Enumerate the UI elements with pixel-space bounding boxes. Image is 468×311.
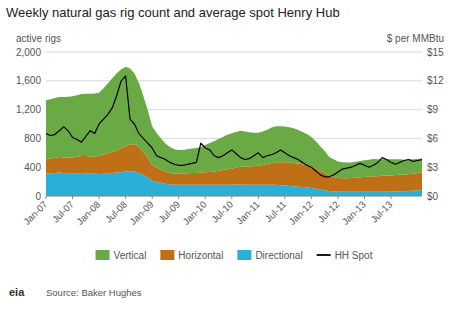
legend-label: Horizontal	[178, 250, 223, 261]
legend-swatch	[96, 250, 110, 260]
grid	[46, 52, 422, 196]
x-tick-label: Jan-09	[127, 199, 155, 227]
x-tick	[231, 196, 232, 199]
x-tick	[72, 196, 73, 199]
area	[46, 67, 422, 179]
legend-item: Directional	[237, 250, 302, 261]
x-tick	[46, 196, 47, 199]
grid-line	[46, 80, 422, 81]
x-tick-label: Jul-13	[368, 199, 394, 225]
grid-line	[46, 196, 422, 197]
y-axis-label: active rigs	[16, 33, 61, 44]
y2-tick-label: $9	[427, 104, 439, 115]
x-tick-label: Jul-08	[103, 199, 129, 225]
legend-item: Vertical	[96, 250, 147, 261]
x-tick	[391, 196, 392, 199]
x-tick-label: Jan-08	[74, 199, 102, 227]
x-tick-label: Jan-11	[234, 199, 262, 227]
x-tick-label: Jul-09	[156, 199, 182, 225]
y2-axis-label: $ per MMBtu	[387, 33, 444, 44]
x-tick-label: Jan-12	[286, 199, 314, 227]
x-tick	[337, 196, 338, 199]
y2-tick-label: $15	[427, 47, 444, 58]
legend-swatch	[160, 250, 174, 260]
x-tick-label: Jul-12	[315, 199, 341, 225]
x-tick	[205, 196, 206, 199]
x-tick-label: Jul-11	[263, 199, 289, 225]
x-tick-label: Jan-10	[180, 199, 208, 227]
x-tick	[99, 196, 100, 199]
legend-item: HH Spot	[317, 250, 373, 261]
x-tick	[258, 196, 259, 199]
legend-label: Vertical	[114, 250, 147, 261]
x-tick-label: Jan-13	[340, 199, 368, 227]
x-tick	[178, 196, 179, 199]
legend-label: HH Spot	[335, 250, 373, 261]
grid-line	[46, 52, 422, 53]
line	[46, 76, 422, 177]
legend-swatch	[237, 250, 251, 260]
legend: Vertical Horizontal Directional HH Spot	[96, 250, 373, 261]
x-tick	[364, 196, 365, 199]
x-tick	[311, 196, 312, 199]
x-tick-label: Jul-07	[50, 199, 76, 225]
y-tick-label: 2,000	[16, 47, 41, 58]
y-tick-label: 800	[24, 133, 41, 144]
x-tick	[152, 196, 153, 199]
y2-tick-label: $12	[427, 75, 444, 86]
y2-tick-label: $3	[427, 162, 439, 173]
y-tick-label: 1,200	[16, 104, 41, 115]
x-tick-label: Jan-07	[21, 199, 49, 227]
y-tick-label: 1,600	[16, 75, 41, 86]
title: Weekly natural gas rig count and average…	[6, 5, 340, 20]
x-tick-label: Jul-10	[209, 199, 235, 225]
y-tick-label: 400	[24, 162, 41, 173]
source: Source: Baker Hughes	[46, 287, 142, 298]
x-tick	[125, 196, 126, 199]
y2-tick-label: $6	[427, 133, 439, 144]
annotation: eia	[9, 286, 25, 298]
background	[0, 0, 468, 311]
legend-label: Directional	[255, 250, 302, 261]
x-tick	[284, 196, 285, 199]
legend-swatch	[317, 254, 331, 256]
legend-item: Horizontal	[160, 250, 223, 261]
x-axis-line	[46, 196, 422, 197]
y2-tick-label: $0	[427, 191, 439, 202]
chart: Weekly natural gas rig count and average…	[0, 0, 468, 311]
plot-area	[46, 67, 422, 196]
